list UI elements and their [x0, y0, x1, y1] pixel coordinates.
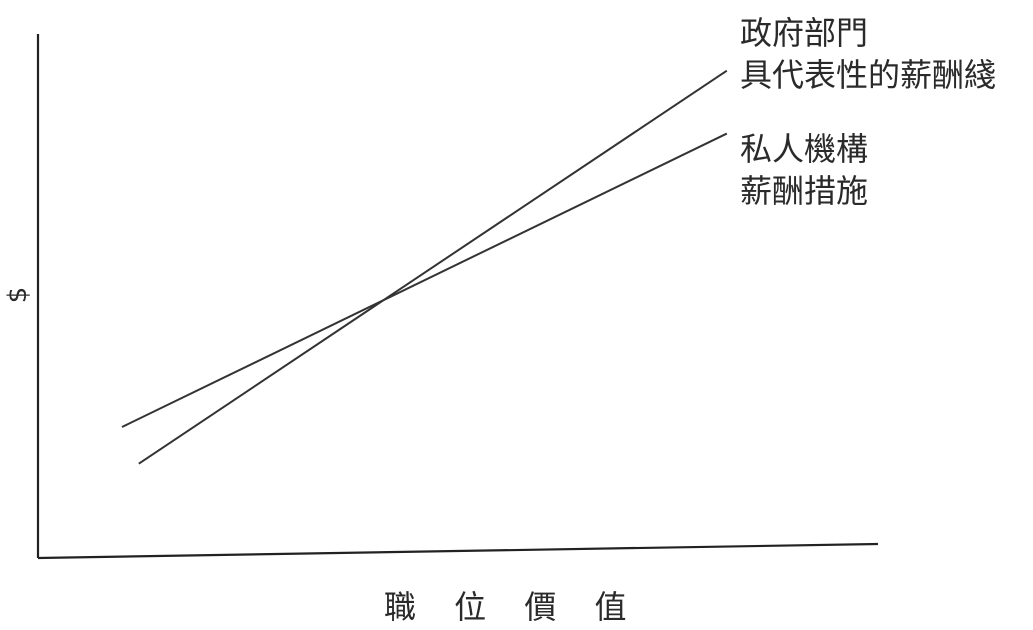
y-axis-label: $ [3, 286, 33, 304]
series-label-government: 政府部門 具代表性的薪酬綫 [740, 12, 996, 96]
series-label-private-line-1: 私人機構 [740, 130, 869, 168]
series-line-private [121, 132, 728, 428]
x-axis-label: 職 位 價 值 [384, 588, 641, 626]
series-label-government-line-2: 具代表性的薪酬綫 [740, 56, 997, 94]
series-label-private-line-2: 薪酬措施 [740, 172, 869, 210]
series-line-government [138, 69, 728, 465]
series-label-private: 私人機構 薪酬措施 [740, 128, 868, 212]
x-axis [37, 542, 879, 560]
series-label-government-line-1: 政府部門 [740, 14, 869, 52]
